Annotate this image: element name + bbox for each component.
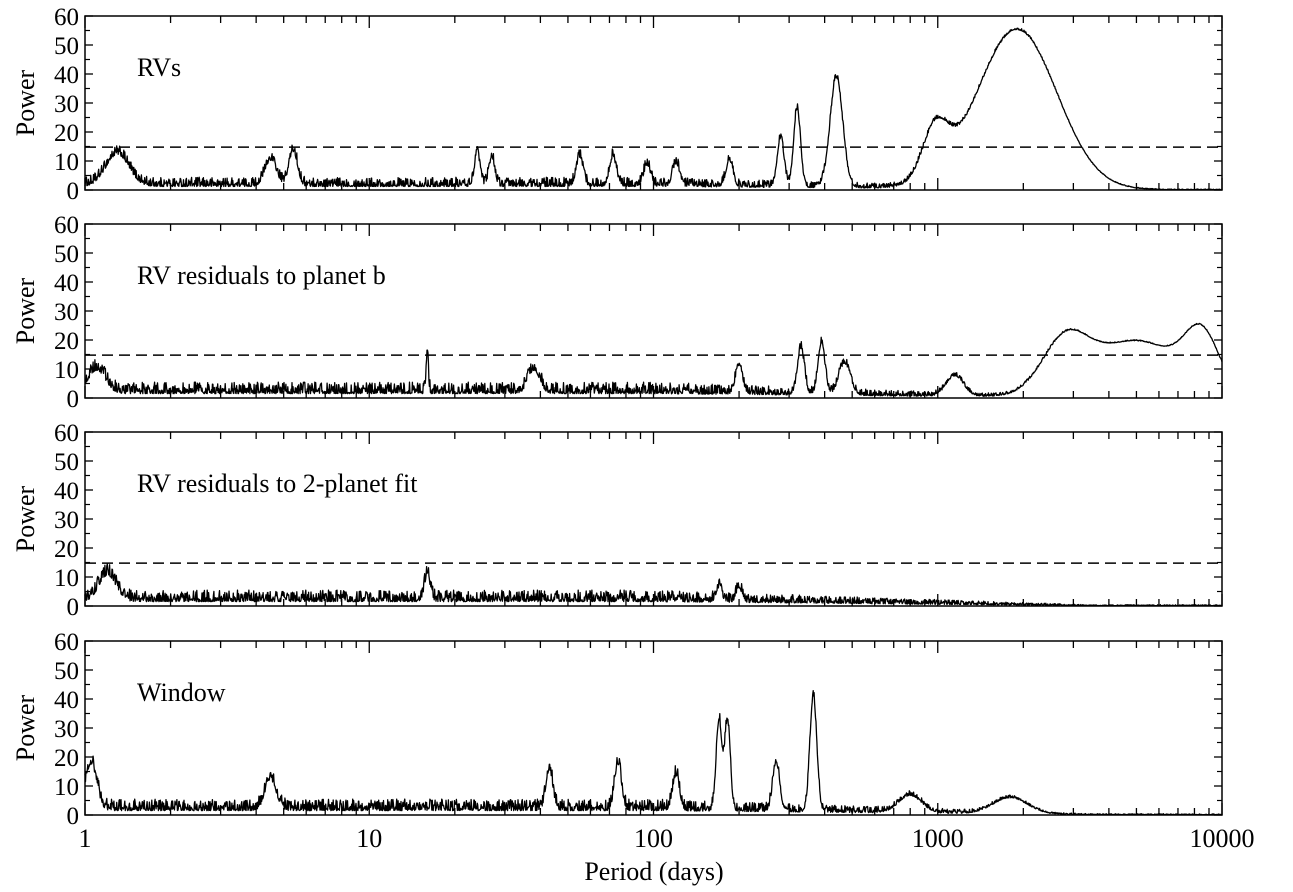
y-tick-label: 10 xyxy=(54,149,79,176)
plot-frame xyxy=(84,223,1223,399)
y-tick-label: 30 xyxy=(54,507,79,534)
y-tick-label: 0 xyxy=(67,594,80,621)
panel-title: RV residuals to planet b xyxy=(137,261,386,290)
y-axis-label: Power xyxy=(11,694,40,761)
y-tick-label: 10 xyxy=(54,565,79,592)
y-tick-label: 20 xyxy=(54,328,79,355)
power-series-line xyxy=(84,563,1223,607)
power-series-line xyxy=(84,322,1223,397)
x-tick-label: 10000 xyxy=(1190,824,1255,853)
y-tick-label: 10 xyxy=(54,357,79,384)
y-tick-label: 40 xyxy=(54,478,79,505)
y-tick-label: 60 xyxy=(54,420,79,447)
y-tick-label: 50 xyxy=(54,449,79,476)
y-tick-label: 0 xyxy=(67,386,80,413)
y-tick-label: 0 xyxy=(67,803,80,830)
x-tick-label: 1 xyxy=(79,824,92,853)
y-tick-label: 40 xyxy=(54,62,79,89)
y-tick-label: 10 xyxy=(54,774,79,801)
x-axis-label: Period (days) xyxy=(584,857,723,886)
x-tick-label: 10 xyxy=(356,824,382,853)
power-series-line xyxy=(84,27,1223,191)
y-tick-label: 50 xyxy=(54,33,79,60)
panel-title: Window xyxy=(137,678,226,707)
power-series-line xyxy=(84,690,1223,816)
y-tick-label: 20 xyxy=(54,120,79,147)
y-tick-label: 30 xyxy=(54,91,79,118)
y-tick-label: 40 xyxy=(54,687,79,714)
y-tick-label: 20 xyxy=(54,745,79,772)
y-axis-label: Power xyxy=(11,277,40,344)
plot-frame xyxy=(84,15,1223,191)
y-tick-label: 60 xyxy=(54,212,79,239)
panel-title: RV residuals to 2-planet fit xyxy=(137,469,418,498)
x-tick-label: 1000 xyxy=(912,824,964,853)
panel-title: RVs xyxy=(137,53,181,82)
y-tick-label: 50 xyxy=(54,241,79,268)
plot-frame xyxy=(84,431,1223,607)
y-axis-label: Power xyxy=(11,69,40,136)
plot-frame xyxy=(84,640,1223,816)
y-tick-label: 50 xyxy=(54,658,79,685)
y-tick-label: 40 xyxy=(54,270,79,297)
y-tick-label: 60 xyxy=(54,629,79,656)
y-tick-label: 60 xyxy=(54,4,79,31)
y-tick-label: 0 xyxy=(67,178,80,205)
y-axis-label: Power xyxy=(11,485,40,552)
y-tick-label: 30 xyxy=(54,716,79,743)
y-tick-label: 20 xyxy=(54,536,79,563)
y-tick-label: 30 xyxy=(54,299,79,326)
x-tick-label: 100 xyxy=(634,824,673,853)
